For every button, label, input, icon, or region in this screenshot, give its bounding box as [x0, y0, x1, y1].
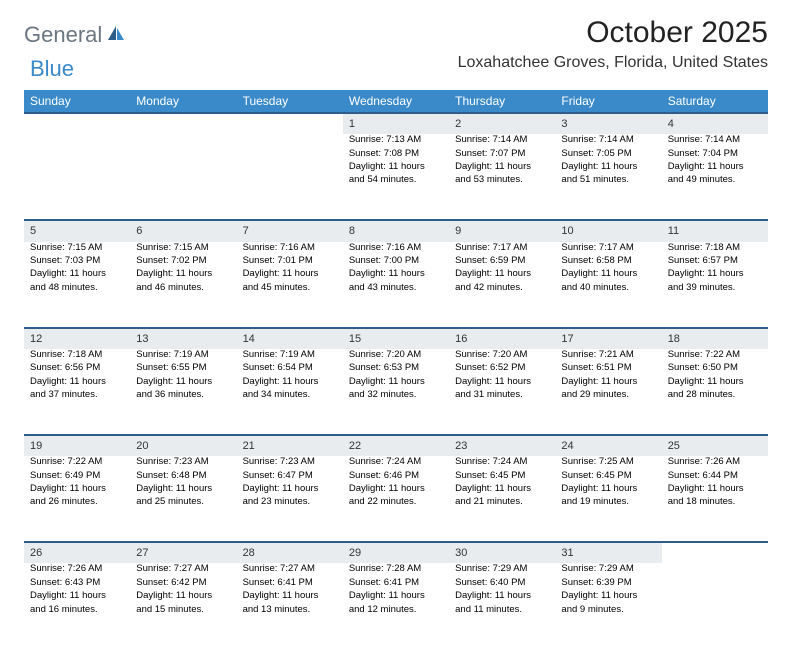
day-detail-cell: Sunrise: 7:15 AMSunset: 7:03 PMDaylight:…	[24, 242, 130, 328]
day-header: Friday	[555, 90, 661, 113]
day-number-cell	[237, 113, 343, 134]
day-number-cell: 9	[449, 220, 555, 241]
logo-sail-icon	[106, 24, 126, 47]
day-detail-cell	[237, 134, 343, 220]
day-number-row: 1234	[24, 113, 768, 134]
day-detail-cell: Sunrise: 7:29 AMSunset: 6:40 PMDaylight:…	[449, 563, 555, 649]
day-number-cell: 26	[24, 542, 130, 563]
day-number-row: 567891011	[24, 220, 768, 241]
day-detail-row: Sunrise: 7:22 AMSunset: 6:49 PMDaylight:…	[24, 456, 768, 542]
day-number-row: 12131415161718	[24, 328, 768, 349]
day-number-cell: 2	[449, 113, 555, 134]
day-header-row: SundayMondayTuesdayWednesdayThursdayFrid…	[24, 90, 768, 113]
day-number-cell: 29	[343, 542, 449, 563]
location: Loxahatchee Groves, Florida, United Stat…	[458, 54, 768, 72]
day-number-cell: 1	[343, 113, 449, 134]
day-detail-cell: Sunrise: 7:16 AMSunset: 7:01 PMDaylight:…	[237, 242, 343, 328]
day-number-cell: 24	[555, 435, 661, 456]
day-number-cell: 12	[24, 328, 130, 349]
day-header: Tuesday	[237, 90, 343, 113]
day-number-cell: 23	[449, 435, 555, 456]
day-header: Thursday	[449, 90, 555, 113]
day-detail-cell: Sunrise: 7:21 AMSunset: 6:51 PMDaylight:…	[555, 349, 661, 435]
day-number-cell: 4	[662, 113, 768, 134]
day-detail-cell: Sunrise: 7:17 AMSunset: 6:59 PMDaylight:…	[449, 242, 555, 328]
day-detail-row: Sunrise: 7:13 AMSunset: 7:08 PMDaylight:…	[24, 134, 768, 220]
day-detail-cell: Sunrise: 7:19 AMSunset: 6:55 PMDaylight:…	[130, 349, 236, 435]
day-number-cell: 13	[130, 328, 236, 349]
day-number-cell: 27	[130, 542, 236, 563]
day-number-cell: 11	[662, 220, 768, 241]
logo: General	[24, 16, 128, 48]
day-number-cell: 25	[662, 435, 768, 456]
day-detail-cell: Sunrise: 7:27 AMSunset: 6:41 PMDaylight:…	[237, 563, 343, 649]
day-number-cell: 7	[237, 220, 343, 241]
day-detail-cell: Sunrise: 7:20 AMSunset: 6:53 PMDaylight:…	[343, 349, 449, 435]
day-header: Saturday	[662, 90, 768, 113]
day-detail-cell: Sunrise: 7:22 AMSunset: 6:50 PMDaylight:…	[662, 349, 768, 435]
day-number-cell: 3	[555, 113, 661, 134]
day-number-cell: 15	[343, 328, 449, 349]
day-detail-cell: Sunrise: 7:24 AMSunset: 6:46 PMDaylight:…	[343, 456, 449, 542]
day-detail-row: Sunrise: 7:26 AMSunset: 6:43 PMDaylight:…	[24, 563, 768, 649]
day-detail-cell: Sunrise: 7:23 AMSunset: 6:47 PMDaylight:…	[237, 456, 343, 542]
day-detail-cell: Sunrise: 7:16 AMSunset: 7:00 PMDaylight:…	[343, 242, 449, 328]
day-number-cell: 17	[555, 328, 661, 349]
day-detail-cell: Sunrise: 7:28 AMSunset: 6:41 PMDaylight:…	[343, 563, 449, 649]
day-detail-cell: Sunrise: 7:14 AMSunset: 7:04 PMDaylight:…	[662, 134, 768, 220]
day-detail-cell: Sunrise: 7:14 AMSunset: 7:07 PMDaylight:…	[449, 134, 555, 220]
day-detail-cell: Sunrise: 7:15 AMSunset: 7:02 PMDaylight:…	[130, 242, 236, 328]
day-header: Wednesday	[343, 90, 449, 113]
title-block: October 2025 Loxahatchee Groves, Florida…	[458, 16, 768, 72]
day-number-cell	[130, 113, 236, 134]
logo-text-blue: Blue	[30, 56, 74, 81]
day-detail-cell: Sunrise: 7:14 AMSunset: 7:05 PMDaylight:…	[555, 134, 661, 220]
day-detail-row: Sunrise: 7:18 AMSunset: 6:56 PMDaylight:…	[24, 349, 768, 435]
day-number-cell: 8	[343, 220, 449, 241]
day-number-row: 19202122232425	[24, 435, 768, 456]
day-detail-cell	[130, 134, 236, 220]
day-detail-cell: Sunrise: 7:13 AMSunset: 7:08 PMDaylight:…	[343, 134, 449, 220]
day-number-cell	[24, 113, 130, 134]
day-number-cell: 14	[237, 328, 343, 349]
day-number-cell: 5	[24, 220, 130, 241]
day-number-cell: 10	[555, 220, 661, 241]
logo-text-general: General	[24, 22, 102, 48]
day-number-cell: 22	[343, 435, 449, 456]
day-detail-cell: Sunrise: 7:24 AMSunset: 6:45 PMDaylight:…	[449, 456, 555, 542]
day-number-cell: 6	[130, 220, 236, 241]
day-detail-cell: Sunrise: 7:17 AMSunset: 6:58 PMDaylight:…	[555, 242, 661, 328]
day-detail-cell: Sunrise: 7:18 AMSunset: 6:57 PMDaylight:…	[662, 242, 768, 328]
day-detail-cell: Sunrise: 7:19 AMSunset: 6:54 PMDaylight:…	[237, 349, 343, 435]
day-detail-cell: Sunrise: 7:25 AMSunset: 6:45 PMDaylight:…	[555, 456, 661, 542]
day-detail-cell: Sunrise: 7:29 AMSunset: 6:39 PMDaylight:…	[555, 563, 661, 649]
day-detail-cell	[662, 563, 768, 649]
day-header: Monday	[130, 90, 236, 113]
day-number-cell: 18	[662, 328, 768, 349]
day-detail-row: Sunrise: 7:15 AMSunset: 7:03 PMDaylight:…	[24, 242, 768, 328]
calendar-table: SundayMondayTuesdayWednesdayThursdayFrid…	[24, 90, 768, 649]
day-detail-cell	[24, 134, 130, 220]
day-number-cell: 31	[555, 542, 661, 563]
day-detail-cell: Sunrise: 7:23 AMSunset: 6:48 PMDaylight:…	[130, 456, 236, 542]
day-header: Sunday	[24, 90, 130, 113]
day-detail-cell: Sunrise: 7:22 AMSunset: 6:49 PMDaylight:…	[24, 456, 130, 542]
day-detail-cell: Sunrise: 7:20 AMSunset: 6:52 PMDaylight:…	[449, 349, 555, 435]
day-detail-cell: Sunrise: 7:27 AMSunset: 6:42 PMDaylight:…	[130, 563, 236, 649]
day-number-cell: 21	[237, 435, 343, 456]
month-title: October 2025	[458, 16, 768, 50]
day-number-row: 262728293031	[24, 542, 768, 563]
day-detail-cell: Sunrise: 7:18 AMSunset: 6:56 PMDaylight:…	[24, 349, 130, 435]
day-detail-cell: Sunrise: 7:26 AMSunset: 6:43 PMDaylight:…	[24, 563, 130, 649]
day-number-cell: 28	[237, 542, 343, 563]
day-number-cell: 30	[449, 542, 555, 563]
day-number-cell	[662, 542, 768, 563]
day-number-cell: 20	[130, 435, 236, 456]
day-detail-cell: Sunrise: 7:26 AMSunset: 6:44 PMDaylight:…	[662, 456, 768, 542]
day-number-cell: 19	[24, 435, 130, 456]
day-number-cell: 16	[449, 328, 555, 349]
